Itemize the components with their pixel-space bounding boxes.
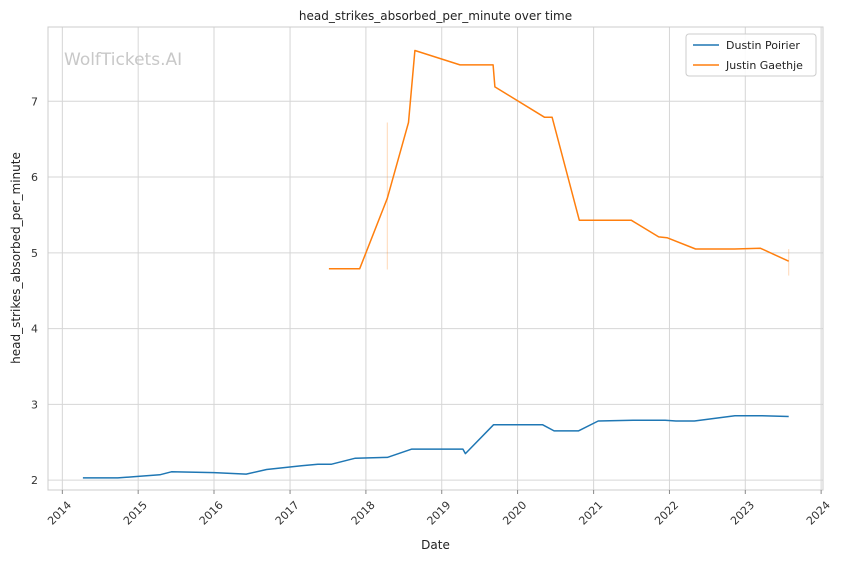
x-tick-label: 2016 (197, 499, 226, 528)
x-tick-label: 2015 (121, 499, 150, 528)
y-tick-label: 3 (31, 398, 38, 411)
x-tick-label: 2024 (804, 499, 833, 528)
x-tick-label: 2014 (45, 499, 74, 528)
grid-lines (48, 27, 823, 490)
x-tick-label: 2023 (728, 499, 757, 528)
y-tick-label: 2 (31, 474, 38, 487)
y-tick-label: 4 (31, 323, 38, 336)
x-tick-label: 2020 (500, 499, 529, 528)
y-tick-label: 5 (31, 247, 38, 260)
series-line-dustin-poirier (82, 414, 789, 479)
y-axis-ticks: 2 3 4 5 6 7 (31, 95, 38, 487)
x-axis-ticks: 2014 2015 2016 2017 2018 2019 2020 2021 2022 2023… (45, 490, 833, 528)
x-tick-label: 2022 (652, 499, 681, 528)
watermark: WolfTickets.AI (64, 50, 182, 70)
legend: Dustin Poirier Justin Gaethje (685, 33, 817, 77)
x-axis-label: Date (421, 538, 450, 552)
x-tick-label: 2021 (576, 499, 605, 528)
legend-label: Justin Gaethje (725, 59, 803, 72)
y-tick-label: 6 (31, 171, 38, 184)
x-tick-label: 2019 (425, 499, 454, 528)
x-tick-label: 2018 (349, 499, 378, 528)
chart-title: head_strikes_absorbed_per_minute over ti… (299, 9, 572, 23)
x-tick-label: 2017 (273, 499, 302, 528)
y-tick-label: 7 (31, 95, 38, 108)
series-line-justin-gaethje (328, 49, 790, 270)
series-lines (82, 49, 790, 479)
legend-label: Dustin Poirier (726, 39, 800, 52)
y-axis-label: head_strikes_absorbed_per_minute (9, 152, 23, 364)
plot-frame (47, 26, 824, 491)
